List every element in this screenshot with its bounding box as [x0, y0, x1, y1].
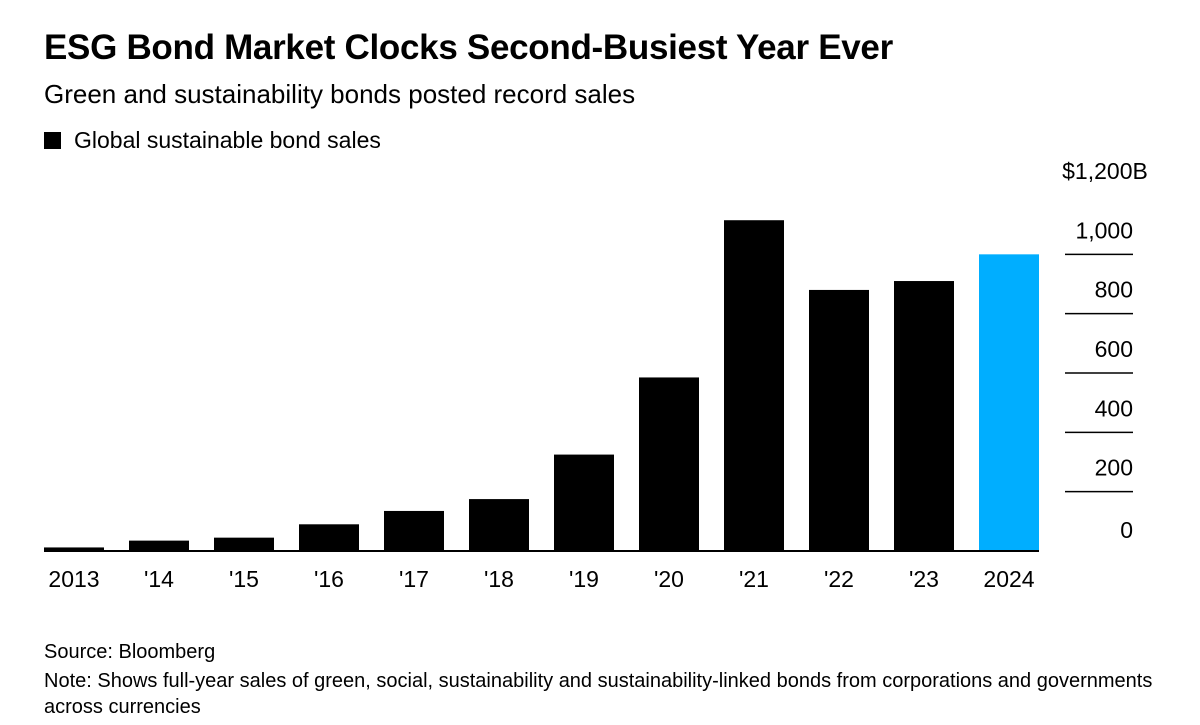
y-tick-label: 600: [1095, 336, 1133, 362]
y-tick-label: 1,000: [1075, 217, 1133, 243]
x-tick-label: '22: [824, 566, 854, 592]
x-tick-label: '21: [739, 566, 769, 592]
bar-2024: [979, 254, 1039, 552]
y-tick-label: $1,200B: [1062, 158, 1148, 184]
x-tick-label: '23: [909, 566, 939, 592]
footnote: Note: Shows full-year sales of green, so…: [44, 670, 1153, 718]
bar-17: [384, 510, 444, 551]
x-axis: 2013 '14 '15 '16 '17 '18 '19 '20 '21 '22 '23 2024: [44, 550, 1039, 592]
legend-swatch: [44, 132, 61, 149]
bar-19: [554, 454, 614, 551]
bar-20: [639, 377, 699, 551]
bar-2013: [44, 547, 104, 551]
bar-15: [214, 537, 274, 551]
source-note: Source: Bloomberg: [44, 641, 216, 663]
legend: Global sustainable bond sales: [44, 127, 381, 154]
bar-22: [809, 289, 869, 551]
bar-chart: 0 200 400 600 800 1,000 $1,200B 2013 '14 '15 '16 '…: [44, 158, 1148, 592]
bars: [44, 220, 1039, 552]
x-tick-label: '15: [229, 566, 259, 592]
x-tick-label: '14: [144, 566, 174, 592]
x-tick-label: 2024: [983, 566, 1034, 592]
bar-23: [894, 281, 954, 551]
bar-16: [299, 524, 359, 551]
bar-14: [129, 540, 189, 551]
y-tick-label: 0: [1120, 517, 1133, 543]
x-tick-label: '17: [399, 566, 429, 592]
legend-label: Global sustainable bond sales: [74, 127, 381, 153]
x-tick-label: '19: [569, 566, 599, 592]
bar-21: [724, 220, 784, 551]
bar-18: [469, 499, 529, 551]
y-axis: 0 200 400 600 800 1,000 $1,200B: [1062, 158, 1148, 543]
chart-subtitle: Green and sustainability bonds posted re…: [44, 79, 636, 109]
y-tick-label: 200: [1095, 455, 1133, 481]
x-tick-label: '16: [314, 566, 344, 592]
chart-title: ESG Bond Market Clocks Second-Busiest Ye…: [44, 28, 893, 67]
x-tick-label: '20: [654, 566, 684, 592]
y-tick-label: 800: [1095, 277, 1133, 303]
x-tick-label: '18: [484, 566, 514, 592]
y-tick-label: 400: [1095, 395, 1133, 421]
x-tick-label: 2013: [48, 566, 99, 592]
